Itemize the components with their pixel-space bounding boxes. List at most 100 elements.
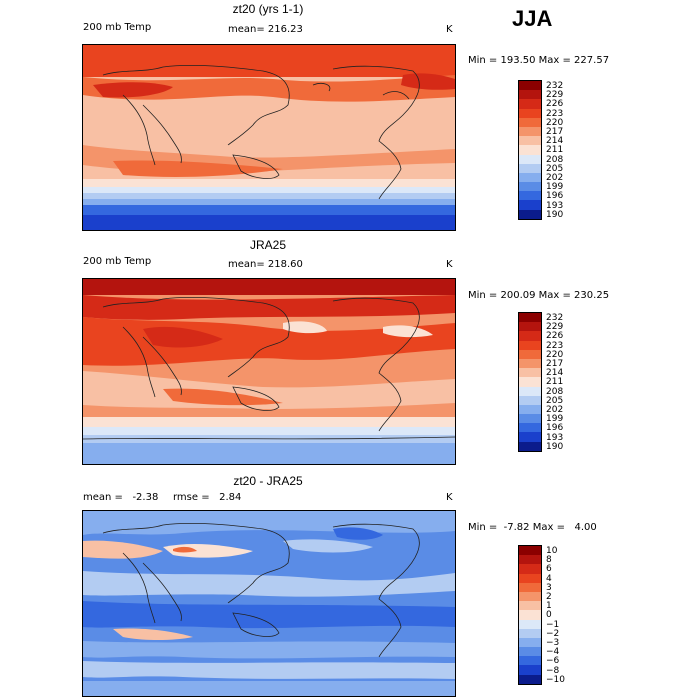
colorbar-tick-label: 193	[546, 200, 564, 211]
colorbar-tick-label: 190	[546, 441, 564, 452]
panel2-variable-label: 200 mb Temp	[83, 256, 152, 267]
colorbar-segment	[519, 610, 541, 620]
colorbar-tick-label: −6	[546, 656, 560, 667]
panel1-mean-label: mean= 216.23	[228, 24, 303, 35]
colorbar-segment	[519, 386, 541, 396]
colorbar-segment	[519, 582, 541, 592]
panel3-colorbar	[518, 545, 542, 685]
panel1-variable-label: 200 mb Temp	[83, 22, 152, 33]
colorbar-segment	[519, 331, 541, 341]
colorbar-segment	[519, 340, 541, 350]
colorbar-tick-label: 220	[546, 349, 564, 360]
colorbar-tick-label: 190	[546, 209, 564, 220]
colorbar-segment	[519, 395, 541, 405]
colorbar-tick-label: 223	[546, 108, 564, 119]
colorbar-segment	[519, 674, 541, 684]
colorbar-segment	[519, 555, 541, 565]
colorbar-segment	[519, 172, 541, 183]
panel1-title: zt20 (yrs 1-1)	[232, 2, 304, 16]
colorbar-segment	[519, 322, 541, 332]
colorbar-segment	[519, 313, 541, 323]
colorbar-tick-label: 226	[546, 331, 564, 342]
colorbar-segment	[519, 647, 541, 657]
panel3-mean-label: mean = -2.38	[83, 492, 159, 503]
colorbar-segment	[519, 619, 541, 629]
colorbar-segment	[519, 546, 541, 556]
colorbar-tick-label: 205	[546, 163, 564, 174]
colorbar-tick-label: −4	[546, 647, 560, 658]
colorbar-segment	[519, 564, 541, 574]
colorbar-segment	[519, 99, 541, 109]
colorbar-segment	[519, 145, 541, 155]
panel3-title: zt20 - JRA25	[233, 474, 303, 488]
colorbar-segment	[519, 423, 541, 433]
colorbar-segment	[519, 81, 541, 91]
season-title: JJA	[512, 6, 553, 31]
colorbar-tick-label: 217	[546, 127, 564, 137]
colorbar-segment	[519, 665, 541, 675]
panel1-colorbar	[518, 80, 542, 220]
colorbar-segment	[519, 182, 541, 192]
colorbar-tick-label: 199	[546, 414, 564, 425]
colorbar-segment	[519, 601, 541, 611]
panel2-unit: K	[446, 259, 453, 270]
colorbar-tick-label: 4	[546, 573, 552, 584]
panel3-min-max: Min = -7.82 Max = 4.00	[468, 522, 597, 533]
colorbar-segment	[519, 628, 541, 638]
panel2-mean-label: mean= 218.60	[228, 259, 303, 270]
colorbar-segment	[519, 126, 541, 137]
colorbar-tick-label: 226	[546, 99, 564, 110]
colorbar-tick-label: 232	[546, 313, 564, 323]
colorbar-tick-label: 232	[546, 81, 564, 91]
panel2-min-max: Min = 200.09 Max = 230.25	[468, 290, 610, 301]
colorbar-tick-label: 217	[546, 359, 564, 369]
colorbar-segment	[519, 154, 541, 164]
colorbar-segment	[519, 404, 541, 415]
colorbar-tick-label: 229	[546, 322, 564, 333]
panel3-map	[82, 510, 456, 697]
colorbar-tick-label: 199	[546, 182, 564, 193]
colorbar-segment	[519, 358, 541, 369]
colorbar-segment	[519, 591, 541, 602]
colorbar-segment	[519, 163, 541, 173]
colorbar-segment	[519, 637, 541, 648]
colorbar-tick-label: 214	[546, 136, 564, 147]
colorbar-tick-label: 202	[546, 405, 564, 415]
colorbar-segment	[519, 368, 541, 378]
colorbar-tick-label: −3	[546, 638, 560, 648]
colorbar-tick-label: 6	[546, 564, 552, 575]
colorbar-segment	[519, 349, 541, 359]
panel2-title: JRA25	[249, 238, 287, 252]
colorbar-tick-label: 196	[546, 423, 564, 434]
panel3-rmse-label: rmse = 2.84	[173, 492, 242, 503]
colorbar-tick-label: −10	[546, 674, 565, 685]
colorbar-tick-label: −2	[546, 628, 560, 639]
panel2-colorbar	[518, 312, 542, 452]
colorbar-segment	[519, 573, 541, 583]
colorbar-segment	[519, 90, 541, 100]
panel3-unit: K	[446, 492, 453, 503]
colorbar-segment	[519, 117, 541, 127]
colorbar-tick-label: 208	[546, 386, 564, 397]
colorbar-segment	[519, 441, 541, 451]
colorbar-segment	[519, 200, 541, 210]
panel1-unit: K	[446, 24, 453, 35]
colorbar-tick-label: 214	[546, 368, 564, 379]
colorbar-tick-label: 223	[546, 340, 564, 351]
colorbar-segment	[519, 191, 541, 201]
colorbar-tick-label: 202	[546, 173, 564, 183]
colorbar-tick-label: 205	[546, 395, 564, 406]
colorbar-tick-label: 0	[546, 610, 552, 621]
colorbar-segment	[519, 136, 541, 146]
colorbar-tick-label: −8	[546, 665, 560, 676]
colorbar-tick-label: 1	[546, 601, 552, 612]
colorbar-segment	[519, 414, 541, 424]
colorbar-tick-label: 211	[546, 377, 564, 388]
colorbar-tick-label: 3	[546, 582, 552, 593]
colorbar-tick-label: −1	[546, 619, 560, 630]
colorbar-tick-label: 8	[546, 555, 552, 566]
colorbar-segment	[519, 656, 541, 666]
colorbar-segment	[519, 108, 541, 118]
colorbar-segment	[519, 377, 541, 387]
panel2-map	[82, 278, 456, 465]
